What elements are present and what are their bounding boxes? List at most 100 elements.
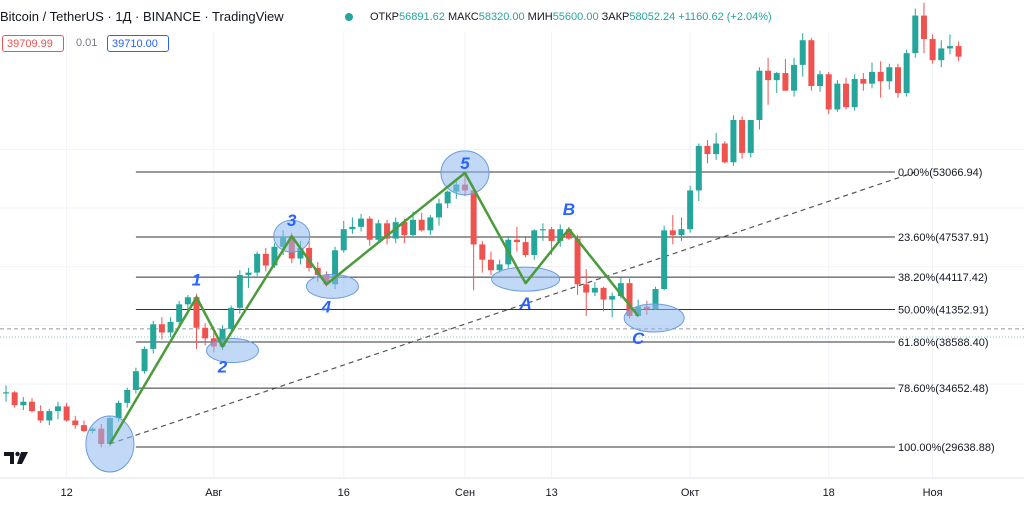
- candle-body: [851, 78, 858, 108]
- candle-body: [470, 190, 477, 245]
- candle-body: [808, 40, 815, 86]
- candle-body: [946, 46, 953, 49]
- candle-body: [444, 191, 451, 204]
- candle-body: [843, 83, 850, 108]
- candle-body: [903, 53, 910, 94]
- candle-body: [721, 143, 728, 163]
- candle-body: [730, 120, 737, 163]
- time-axis-label: 13: [545, 487, 557, 499]
- candle-body: [834, 83, 841, 110]
- fib-level-label: 38.20%(44117.42): [898, 272, 988, 284]
- candle-body: [115, 402, 122, 419]
- candle-body: [228, 307, 235, 329]
- fib-level-label: 50.00%(41352.91): [898, 305, 989, 317]
- candle-body: [929, 39, 936, 61]
- ohlc-legend: ОТКР56891.62 МАКС58320.00 МИН55600.00 ЗА…: [370, 11, 772, 23]
- candle-body: [661, 230, 668, 290]
- fibonacci-retracement: 0.00%(53066.94) 23.60%(47537.91) 38.20%(44…: [135, 167, 995, 454]
- candle-body: [539, 229, 546, 231]
- chart-header: Bitcoin / TetherUS · 1Д · BINANCE · Trad…: [0, 0, 1024, 32]
- candle-body: [72, 420, 79, 426]
- time-axis-label: Сен: [455, 487, 475, 499]
- fib-level-label: 0.00%(53066.94): [898, 167, 982, 179]
- candle-body: [436, 203, 442, 218]
- candle-body: [176, 304, 183, 322]
- candle-body: [652, 289, 659, 309]
- fib-level-label: 61.80%(38588.40): [898, 337, 989, 349]
- candle-body: [392, 222, 399, 239]
- wave-highlights: [85, 150, 685, 473]
- candle-body: [756, 70, 763, 121]
- tradingview-logo-icon[interactable]: [2, 446, 30, 470]
- wave-label: B: [563, 200, 575, 219]
- candle-body: [401, 222, 408, 236]
- candle-body: [158, 324, 165, 333]
- candle-body: [531, 230, 538, 255]
- trendline-layer: [109, 171, 916, 445]
- candle-body: [479, 244, 486, 260]
- wave-point-highlight: [491, 266, 561, 292]
- candle-body: [54, 406, 61, 412]
- candle-body: [20, 401, 27, 406]
- candle-body: [739, 120, 746, 153]
- candle-body: [384, 223, 391, 239]
- candle-body: [825, 74, 832, 110]
- candle-body: [609, 296, 616, 300]
- chart-grid: [0, 32, 1024, 478]
- candle-body: [548, 229, 555, 241]
- candle-body: [366, 218, 373, 240]
- candle-body: [591, 287, 598, 293]
- candle-body: [193, 297, 200, 328]
- candle-body: [46, 411, 53, 421]
- market-open-indicator: [345, 13, 353, 21]
- candle-body: [132, 371, 139, 390]
- candle-body: [669, 230, 676, 236]
- candle-body: [150, 324, 157, 349]
- candle-body: [557, 229, 564, 241]
- low-value: 55600.00: [552, 11, 599, 23]
- low-label: МИН: [527, 11, 553, 23]
- buy-button[interactable]: 39710.00: [107, 35, 169, 52]
- candle-body: [817, 74, 824, 86]
- candle-body: [124, 389, 131, 403]
- candle-body: [358, 218, 365, 227]
- candle-body: [427, 217, 434, 231]
- candle-body: [886, 67, 893, 82]
- candle-body: [11, 392, 18, 406]
- wave-label: 2: [217, 358, 228, 377]
- candle-body: [418, 219, 425, 231]
- open-label: ОТКР: [370, 11, 400, 23]
- candle-body: [262, 253, 269, 266]
- candle-body: [773, 73, 780, 81]
- wave-point-highlight: [206, 338, 259, 364]
- candle-body: [920, 15, 927, 40]
- open-value: 56891.62: [399, 11, 445, 23]
- wave-label: 1: [192, 270, 201, 289]
- symbol-title[interactable]: Bitcoin / TetherUS · 1Д · BINANCE · Trad…: [0, 9, 284, 24]
- candle-body: [410, 219, 417, 236]
- time-axis-label: 16: [338, 487, 350, 499]
- elliott-wave-path: [108, 171, 640, 445]
- candle-body: [219, 328, 226, 347]
- candle-body: [747, 120, 754, 153]
- candle-body: [583, 284, 590, 293]
- change-value: +1160.62 (+2.04%): [678, 11, 772, 23]
- candle-body: [626, 283, 633, 317]
- candle-body: [522, 242, 529, 255]
- candle-body: [375, 223, 382, 240]
- candle-body: [167, 321, 174, 333]
- time-axis-label: 12: [60, 487, 72, 499]
- candle-body: [513, 239, 520, 243]
- candle-body: [799, 40, 806, 65]
- candle-body: [340, 229, 347, 251]
- candle-body: [306, 247, 313, 268]
- candle-body: [297, 247, 304, 259]
- close-value: 58052.24: [629, 11, 676, 23]
- close-label: ЗАКР: [601, 11, 630, 23]
- sell-button[interactable]: 39709.99: [2, 35, 64, 52]
- time-axis-label: 18: [823, 487, 835, 499]
- candle-body: [236, 274, 243, 308]
- fib-level-label: 78.60%(34652.48): [898, 383, 989, 395]
- trendline: [109, 171, 916, 445]
